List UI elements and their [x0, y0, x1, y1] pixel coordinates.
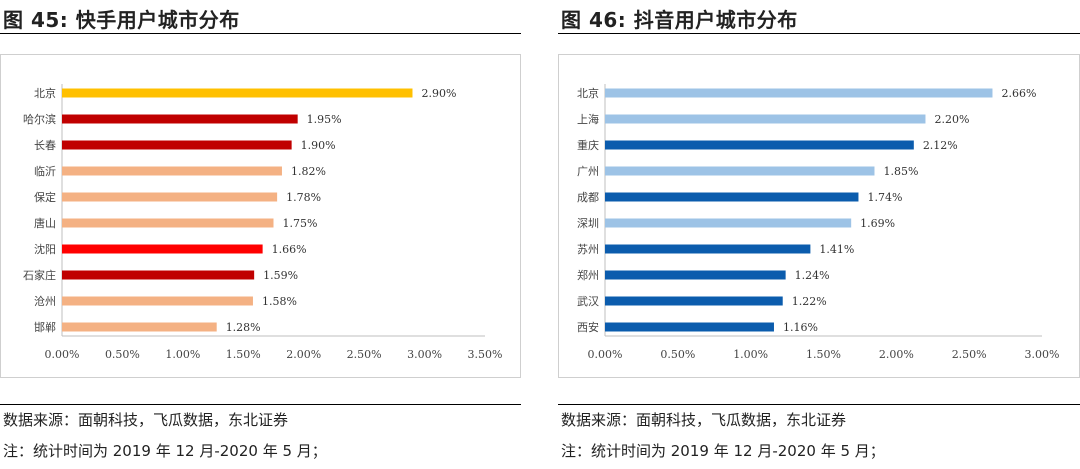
bar — [62, 322, 217, 332]
x-tick-label: 2.00% — [879, 348, 914, 361]
bar — [62, 166, 282, 176]
title-rule — [0, 33, 521, 34]
category-label: 上海 — [577, 112, 599, 126]
x-tick-label: 2.50% — [952, 348, 987, 361]
data-label: 1.95% — [307, 113, 342, 126]
kuaishou-figure: 图 45: 快手用户城市分布 0.00% 0.50% 1.00% 1.50% 2.00%… — [0, 0, 521, 469]
bar — [62, 192, 278, 202]
data-note: 注：统计时间为 2019 年 12 月-2020 年 5 月； — [3, 442, 327, 460]
x-tick-label: 0.00% — [45, 348, 80, 361]
category-label: 武汉 — [577, 295, 599, 308]
category-label: 石家庄 — [23, 268, 56, 282]
data-label: 2.12% — [923, 139, 958, 152]
bar — [605, 322, 774, 332]
bar — [62, 114, 298, 124]
category-label: 保定 — [34, 190, 56, 204]
bar — [62, 244, 263, 254]
data-label: 1.82% — [291, 165, 326, 178]
data-label: 1.78% — [286, 191, 321, 204]
data-label: 1.85% — [883, 165, 918, 178]
data-label: 1.90% — [301, 139, 336, 152]
data-label: 1.58% — [262, 295, 297, 308]
bar — [62, 88, 413, 98]
data-label: 1.75% — [283, 217, 318, 230]
x-tick-label: 0.50% — [105, 348, 140, 361]
data-label: 1.16% — [783, 321, 818, 334]
bar — [62, 140, 292, 150]
title-rule — [558, 33, 1080, 34]
footer-rule — [0, 404, 521, 405]
category-label: 唐山 — [34, 216, 56, 230]
bar — [605, 218, 852, 228]
kuaishou-city-bar-chart: 0.00% 0.50% 1.00% 1.50% 2.00% 2.50% 3.00% 3.50%… — [23, 84, 503, 361]
figure-title: 图 45: 快手用户城市分布 — [3, 8, 240, 32]
data-label: 2.66% — [1001, 87, 1036, 100]
category-label: 西安 — [577, 320, 599, 334]
x-tick-label: 3.50% — [468, 348, 503, 361]
chart-frame — [0, 54, 521, 378]
bar — [605, 244, 811, 254]
data-source: 数据来源：面朝科技，飞瓜数据，东北证券 — [3, 411, 289, 429]
data-source: 数据来源：面朝科技，飞瓜数据，东北证券 — [561, 411, 847, 429]
bar — [62, 218, 274, 228]
bar — [605, 166, 875, 176]
data-label: 1.41% — [819, 243, 854, 256]
category-label: 临沂 — [34, 164, 56, 178]
category-label: 郑州 — [577, 268, 599, 282]
x-tick-label: 0.00% — [588, 348, 623, 361]
bar — [605, 270, 786, 280]
bar — [605, 192, 859, 202]
category-label: 长春 — [34, 139, 56, 152]
douyin-figure: 图 46: 抖音用户城市分布 0.00% 0.50% 1.00% 1.50% 2.00%… — [558, 0, 1080, 469]
category-label: 苏州 — [577, 243, 599, 256]
category-label: 广州 — [577, 165, 599, 178]
x-tick-label: 1.50% — [226, 348, 261, 361]
bar — [62, 296, 253, 306]
x-tick-label: 0.50% — [660, 348, 695, 361]
figure-title: 图 46: 抖音用户城市分布 — [561, 8, 798, 32]
category-label: 重庆 — [577, 138, 599, 152]
x-tick-label: 2.00% — [286, 348, 321, 361]
bar — [605, 140, 914, 150]
bar — [62, 270, 255, 280]
x-tick-label: 3.00% — [1025, 348, 1060, 361]
data-label: 1.59% — [263, 269, 298, 282]
category-label: 沧州 — [34, 294, 56, 308]
category-label: 哈尔滨 — [23, 112, 56, 126]
x-tick-label: 3.00% — [407, 348, 442, 361]
category-label: 深圳 — [577, 217, 599, 230]
category-label: 北京 — [34, 86, 56, 100]
category-label: 北京 — [577, 86, 599, 100]
data-label: 1.24% — [795, 269, 830, 282]
category-label: 邯郸 — [34, 320, 56, 334]
data-label: 1.69% — [860, 217, 895, 230]
footer-rule — [558, 404, 1080, 405]
x-tick-label: 1.00% — [733, 348, 768, 361]
x-tick-label: 1.00% — [165, 348, 200, 361]
category-label: 沈阳 — [34, 242, 56, 256]
data-note: 注：统计时间为 2019 年 12 月-2020 年 5 月； — [561, 442, 885, 460]
category-label: 成都 — [577, 191, 599, 204]
data-label: 1.66% — [272, 243, 307, 256]
x-tick-label: 2.50% — [347, 348, 382, 361]
bar — [605, 88, 993, 98]
data-label: 1.28% — [226, 321, 261, 334]
bar — [605, 296, 783, 306]
data-label: 1.74% — [867, 191, 902, 204]
douyin-city-bar-chart: 0.00% 0.50% 1.00% 1.50% 2.00% 2.50% 3.00% 北京 2.6… — [577, 84, 1060, 361]
data-label: 2.20% — [934, 113, 969, 126]
bar — [605, 114, 926, 124]
data-label: 2.90% — [421, 87, 456, 100]
data-label: 1.22% — [792, 295, 827, 308]
x-tick-label: 1.50% — [806, 348, 841, 361]
